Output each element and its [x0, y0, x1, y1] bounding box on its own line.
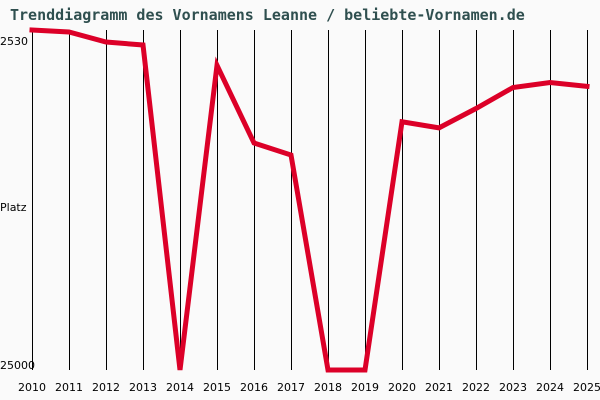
x-axis-label-2018: 2018: [314, 381, 342, 394]
x-axis-label-2022: 2022: [462, 381, 490, 394]
x-axis-label-2020: 2020: [388, 381, 416, 394]
x-axis-label-2023: 2023: [499, 381, 527, 394]
y-axis-bottom-label: 25000: [0, 359, 35, 372]
y-axis-title: Platz: [0, 201, 27, 214]
x-axis-label-2021: 2021: [425, 381, 453, 394]
x-axis-label-2025: 2025: [573, 381, 600, 394]
x-axis-label-2019: 2019: [351, 381, 379, 394]
y-axis-top-label: 2530: [0, 35, 28, 48]
x-axis-label-2010: 2010: [18, 381, 46, 394]
grid-lines: [32, 30, 588, 370]
x-axis-label-2015: 2015: [203, 381, 231, 394]
x-axis-label-2011: 2011: [55, 381, 83, 394]
x-axis-label-2017: 2017: [277, 381, 305, 394]
trend-line: [29, 27, 590, 373]
x-axis-label-2013: 2013: [129, 381, 157, 394]
x-axis-label-2014: 2014: [166, 381, 194, 394]
x-axis-label-2016: 2016: [240, 381, 268, 394]
x-axis-label-2012: 2012: [92, 381, 120, 394]
chart-title: Trenddiagramm des Vornamens Leanne / bel…: [10, 6, 525, 24]
x-axis-label-2024: 2024: [536, 381, 564, 394]
